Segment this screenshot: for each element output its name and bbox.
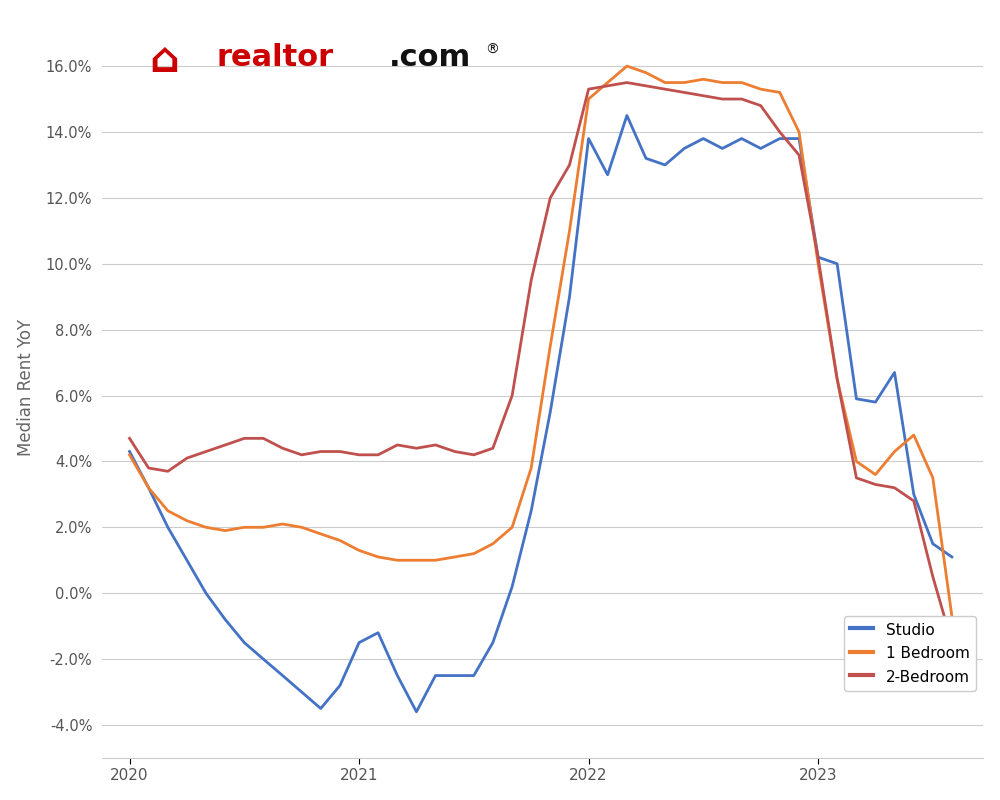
Legend: Studio, 1 Bedroom, 2-Bedroom: Studio, 1 Bedroom, 2-Bedroom (844, 615, 976, 691)
Y-axis label: Median Rent YoY: Median Rent YoY (17, 318, 35, 456)
Text: ®: ® (485, 42, 499, 57)
Text: .com: .com (388, 42, 471, 72)
Text: ⌂: ⌂ (149, 39, 179, 81)
Text: realtor: realtor (217, 42, 334, 72)
